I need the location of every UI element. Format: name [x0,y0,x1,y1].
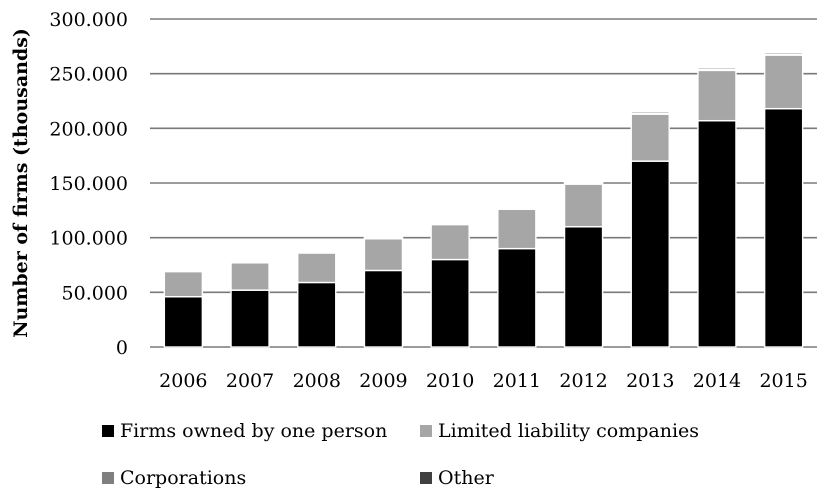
bar-segment [163,270,204,298]
bar-segment [230,259,270,263]
legend-swatch [102,425,114,437]
bar-segment [630,113,670,162]
y-tick-label: 250.000 [49,64,128,86]
bar-segment [697,119,737,348]
x-tick-label: 2015 [759,370,807,392]
x-tick-label: 2011 [493,370,541,392]
bars [163,51,804,348]
bar-segment [363,235,404,239]
x-tick-label: 2006 [159,370,207,392]
bar-segment [230,262,270,291]
x-tick-label: 2007 [226,370,274,392]
legend-label: Corporations [120,467,246,489]
legend-swatch [420,472,432,484]
x-tick-label: 2010 [426,370,474,392]
bar-segment [363,238,404,272]
bar-segment [763,54,804,110]
bar-segment [497,206,537,209]
x-axis-ticks: 2006 2007 2008 2009 2010 2011 2012 2013 2014 2015 [159,370,808,392]
bar-segment [630,110,670,114]
bar-segment [297,281,337,348]
y-tick-label: 300.000 [49,9,128,31]
legend-label: Limited liability companies [438,420,699,442]
legend-label: Firms owned by one person [120,420,387,442]
y-tick-label: 150.000 [49,173,128,195]
bar-segment [497,247,537,348]
y-axis-title: Number of firms (thousands) [10,28,32,338]
legend-swatch [102,472,114,484]
bar-segment [363,269,404,348]
bar-segment [563,226,604,348]
y-tick-label: 50.000 [62,282,128,304]
y-tick-label: 200.000 [49,118,128,140]
bar-segment [430,221,470,225]
bar-segment [163,296,204,348]
legend: Firms owned by one person Limited liabili… [102,420,699,489]
x-tick-label: 2009 [359,370,407,392]
legend-swatch [420,425,432,437]
bar-segment [630,160,670,348]
x-tick-label: 2013 [626,370,674,392]
legend-label: Other [438,467,495,489]
x-tick-label: 2008 [293,370,341,392]
bar-segment [563,181,604,184]
y-axis-ticks: 0 50.000 100.000 150.000 200.000 250.000 300.0… [49,9,128,359]
bar-segment [763,51,804,55]
bar-segment [497,208,537,250]
bar-segment [563,183,604,228]
bar-segment [297,250,337,253]
bar-segment [697,69,737,122]
y-tick-label: 0 [116,337,128,359]
bar-segment [430,223,470,261]
x-tick-label: 2012 [559,370,607,392]
bar-segment [163,268,204,272]
y-tick-label: 100.000 [49,228,128,250]
bar-segment [697,66,737,70]
bar-segment [763,107,804,348]
bar-segment [430,258,470,348]
bar-segment [297,252,337,284]
x-tick-label: 2014 [693,370,741,392]
bar-segment [230,289,270,348]
